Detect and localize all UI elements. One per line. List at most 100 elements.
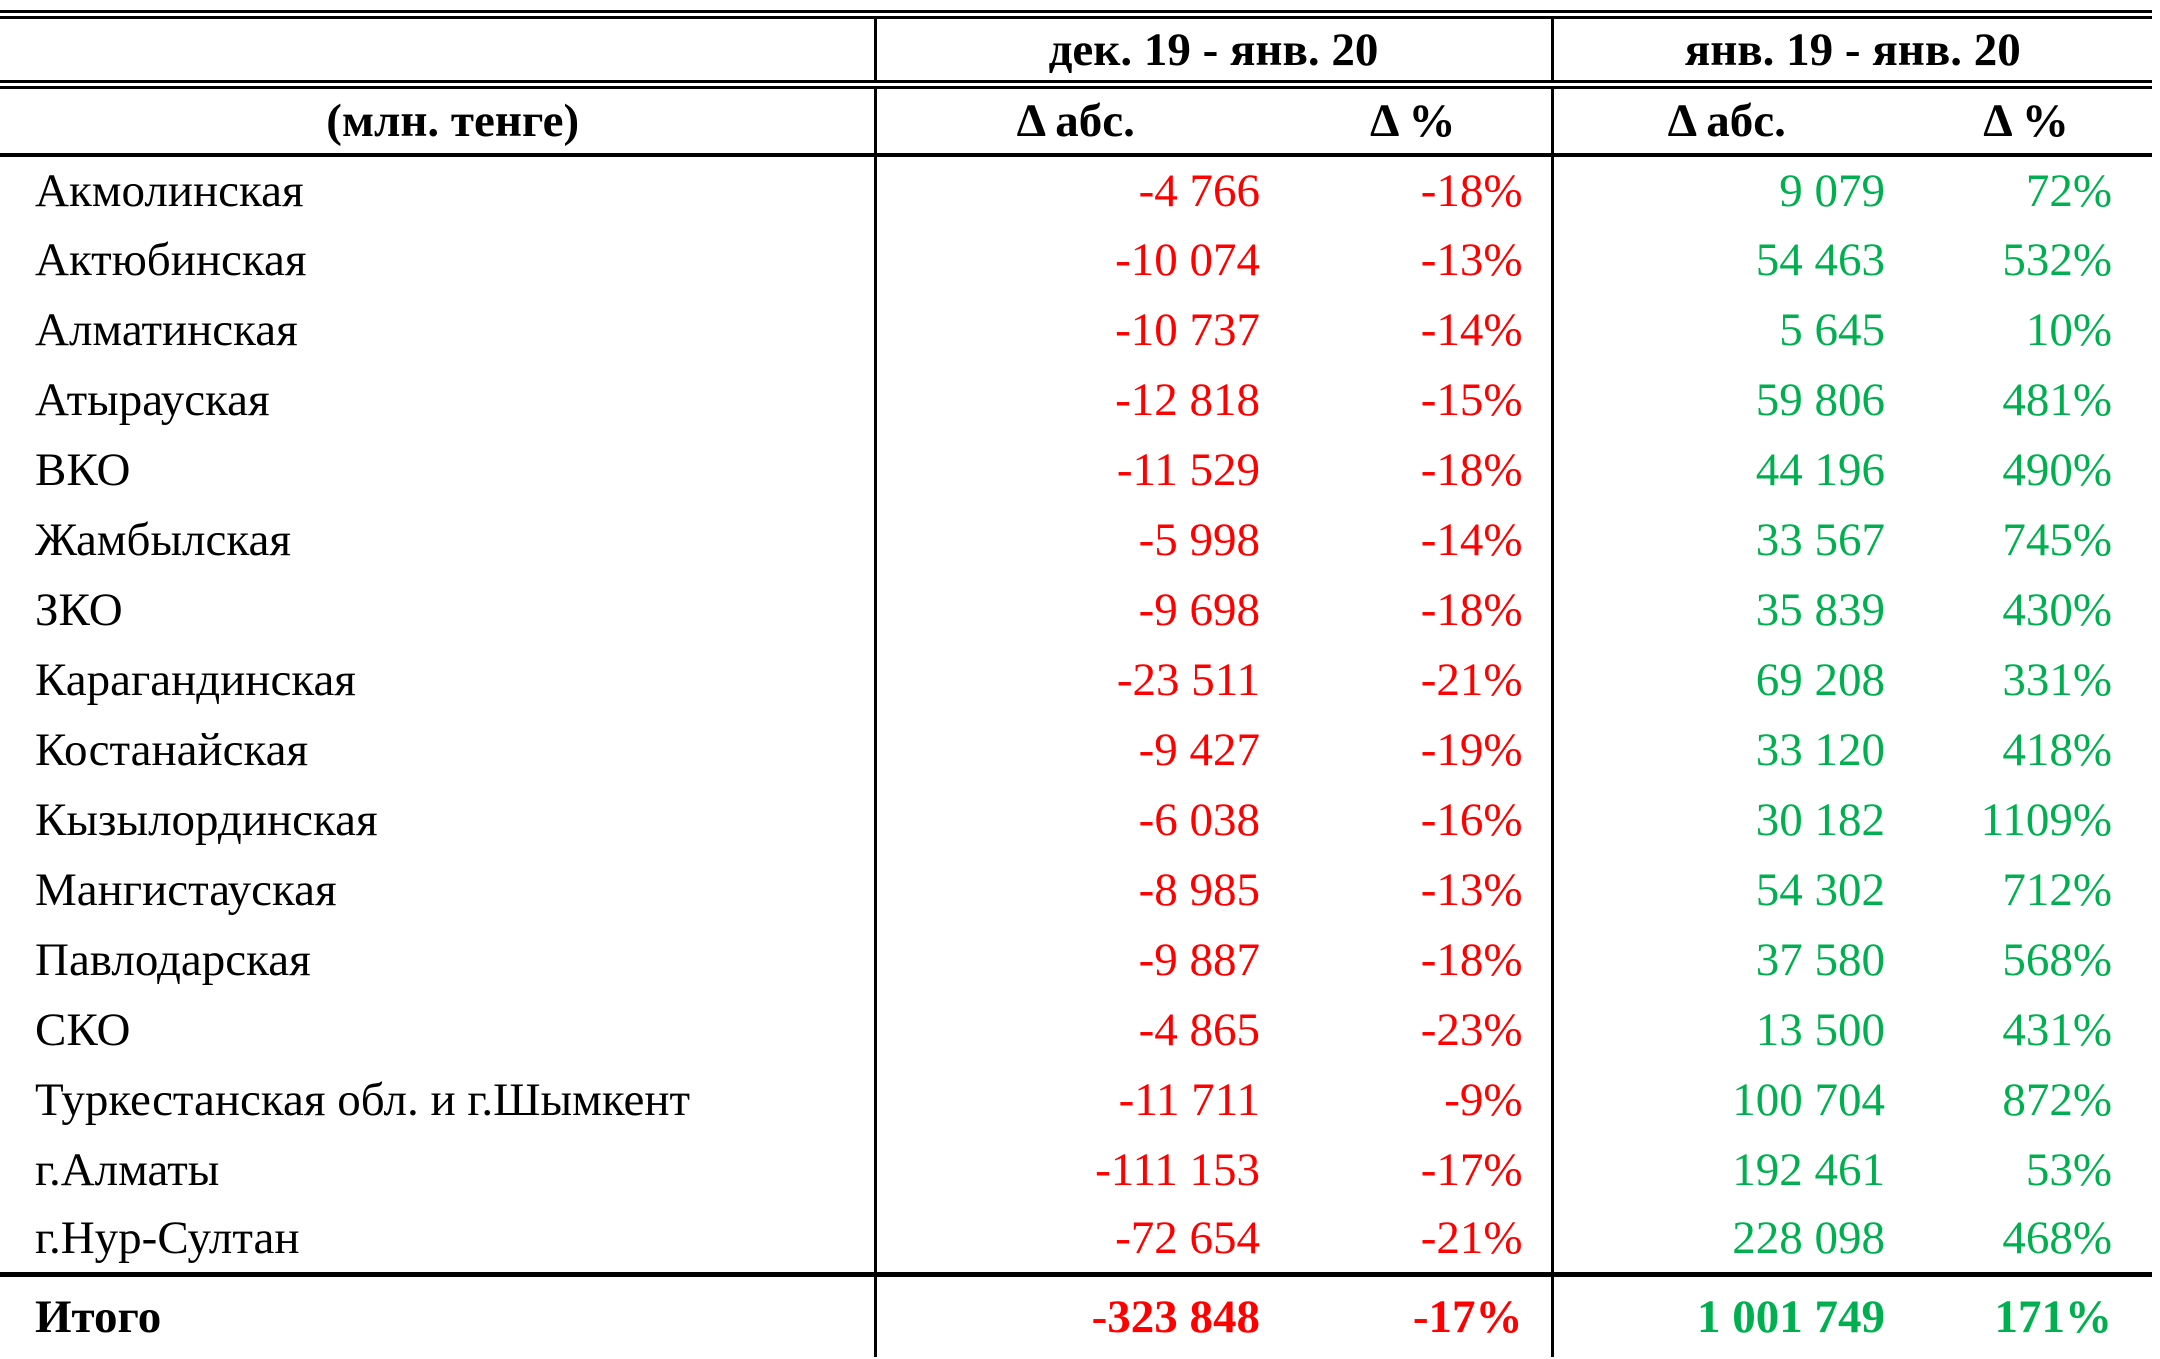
dec-jan-abs-value: -9 887 [873,924,1275,995]
dec-jan-pct-value: -14% [1420,513,1523,566]
dec-jan-pct-value: -18% [1420,443,1523,496]
dec-jan-abs-value: -4 766 [873,154,1275,225]
dec-jan-abs-value: -23 511 [873,644,1275,715]
dec-jan-pct-value: -9% [1444,1073,1523,1126]
jan-jan-abs-value: 13 500 [1550,994,1901,1065]
sub-header-row: (млн. тенге) Δ абс. Δ % Δ абс. Δ % [0,84,2153,157]
jan-jan-abs-value: 59 806 [1550,364,1901,435]
dec-jan-pct-value: -23% [1420,1003,1523,1056]
dec-jan-pct-value: -15% [1420,373,1523,426]
jan-jan-abs-value: 69 208 [1550,644,1901,715]
jan-jan-abs-value: 37 580 [1550,924,1901,995]
dec-jan-abs-value: -8 985 [873,854,1275,925]
jan-jan-pct-value: 872% [2002,1073,2113,1126]
jan-jan-pct-value: 418% [2002,723,2113,776]
table-row: г.Нур-Султан -72 654 -21% 228 098 468% [0,1204,2152,1275]
jan-jan-pct-value: 53% [2025,1143,2113,1196]
region-name: СКО [35,1003,131,1056]
dec-jan-pct-value: -13% [1420,863,1523,916]
dec-jan-pct-value: -21% [1420,653,1523,706]
table-row: Мангистауская -8 985 -13% 54 302 712% [0,854,2152,925]
table-row: Актюбинская -10 074 -13% 54 463 532% [0,224,2152,295]
region-name: г.Нур-Султан [35,1212,300,1265]
table-body: Акмолинская -4 766 -18% 9 079 72% Актюбинская… [0,154,2153,1357]
table-row: Костанайская -9 427 -19% 33 120 418% [0,714,2152,785]
jan-jan-abs-value: 1 001 749 [1550,1272,1901,1357]
region-name: Алматинская [35,303,298,356]
table-row: Алматинская -10 737 -14% 5 645 10% [0,294,2152,365]
region-name: г.Алматы [35,1143,220,1196]
region-name: Атырауская [35,373,270,426]
region-name: Павлодарская [35,933,311,986]
dec-jan-abs-value: -10 737 [873,294,1275,365]
jan-jan-pct-value: 745% [2002,513,2113,566]
region-name: ВКО [35,443,131,496]
jan-jan-pct-value: 1109% [1980,793,2113,846]
region-name: Туркестанская обл. и г.Шымкент [35,1073,691,1126]
empty-corner-cell [0,14,875,89]
region-name: Карагандинская [35,653,356,706]
period-header-dec19-jan20: дек. 19 - янв. 20 [873,14,1553,89]
dec-jan-pct-value: -21% [1420,1212,1523,1265]
dec-jan-pct-value: -13% [1420,233,1523,286]
table-row: ВКО -11 529 -18% 44 196 490% [0,434,2152,505]
jan-jan-abs-value: 33 567 [1550,504,1901,575]
dec-jan-abs-value: -12 818 [873,364,1275,435]
dec-jan-pct-value: -14% [1420,303,1523,356]
jan-jan-abs-value: 228 098 [1550,1204,1901,1275]
jan-jan-abs-value: 9 079 [1550,154,1901,225]
jan-jan-abs-value: 192 461 [1550,1134,1901,1205]
region-name: Итого [0,1272,875,1357]
dec-jan-abs-value: -323 848 [873,1272,1275,1357]
dec-jan-abs-value: -10 074 [873,224,1275,295]
jan-jan-pct-value: 430% [2002,583,2113,636]
dec-jan-abs-value: -11 529 [873,434,1275,505]
unit-label: (млн. тенге) [0,84,875,157]
dec-jan-pct-value: -18% [1420,164,1523,217]
region-name: Актюбинская [35,233,307,286]
table-header: дек. 19 - янв. 20 янв. 19 - янв. 20 (млн… [0,14,2153,157]
jan-jan-abs-value: 100 704 [1550,1064,1901,1135]
dec-jan-abs-value: -5 998 [873,504,1275,575]
dec-jan-abs-value: -72 654 [873,1204,1275,1275]
dec-jan-pct-value: -18% [1420,583,1523,636]
jan-jan-abs-value: 33 120 [1550,714,1901,785]
dec-jan-abs-value: -6 038 [873,784,1275,855]
region-name: ЗКО [35,583,123,636]
dec-jan-pct-value: -18% [1420,933,1523,986]
table-row: СКО -4 865 -23% 13 500 431% [0,994,2152,1065]
jan-jan-abs-value: 44 196 [1550,434,1901,505]
table-row: Павлодарская -9 887 -18% 37 580 568% [0,924,2152,995]
region-name: Костанайская [35,723,309,776]
col-header-delta-abs-2: Δ абс. [1550,84,1901,157]
dec-jan-pct-value: -17% [1275,1272,1553,1357]
total-row: Итого -323 848 -17% 1 001 749 171% [0,1272,2153,1357]
jan-jan-pct-value: 532% [2002,233,2113,286]
period-header-jan19-jan20: янв. 19 - янв. 20 [1550,14,2153,89]
table-row: Акмолинская -4 766 -18% 9 079 72% [0,154,2152,225]
dec-jan-pct-value: -19% [1420,723,1523,776]
jan-jan-abs-value: 5 645 [1550,294,1901,365]
region-name: Акмолинская [35,164,304,217]
table-row: Кызылординская -6 038 -16% 30 182 1109% [0,784,2152,855]
jan-jan-pct-value: 10% [2025,303,2113,356]
period-header-row: дек. 19 - янв. 20 янв. 19 - янв. 20 [0,14,2153,89]
jan-jan-abs-value: 30 182 [1550,784,1901,855]
jan-jan-abs-value: 54 302 [1550,854,1901,925]
dec-jan-abs-value: -9 698 [873,574,1275,645]
dec-jan-abs-value: -9 427 [873,714,1275,785]
dec-jan-abs-value: -111 153 [873,1134,1275,1205]
table-row: Туркестанская обл. и г.Шымкент -11 711 -9%… [0,1064,2152,1135]
region-name: Жамбылская [35,513,291,566]
jan-jan-pct-value: 331% [2002,653,2113,706]
table-row: ЗКО -9 698 -18% 35 839 430% [0,574,2152,645]
jan-jan-pct-value: 72% [2025,164,2113,217]
jan-jan-abs-value: 35 839 [1550,574,1901,645]
regional-delta-table: дек. 19 - янв. 20 янв. 19 - янв. 20 (млн… [0,10,2153,1357]
col-header-delta-abs-1: Δ абс. [873,84,1275,157]
table-row: Карагандинская -23 511 -21% 69 208 331% [0,644,2152,715]
col-header-delta-pct-2: Δ % [1900,84,2153,157]
region-name: Кызылординская [35,793,378,846]
table-row: Атырауская -12 818 -15% 59 806 481% [0,364,2152,435]
